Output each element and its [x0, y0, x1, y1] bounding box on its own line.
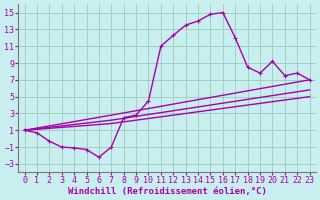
X-axis label: Windchill (Refroidissement éolien,°C): Windchill (Refroidissement éolien,°C) [68, 187, 267, 196]
